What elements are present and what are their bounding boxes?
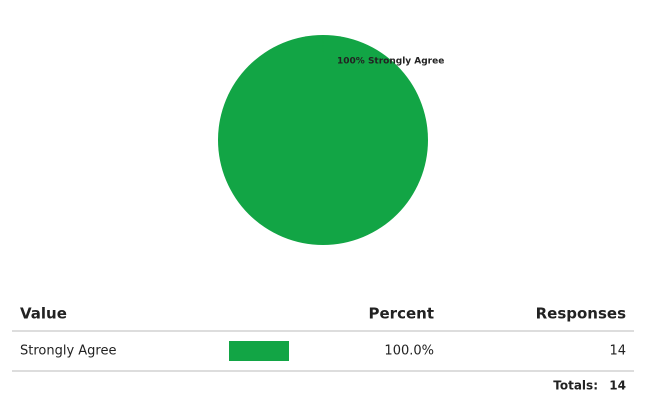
totals-value: 14: [609, 379, 626, 393]
pie-slice: [218, 35, 428, 245]
cell-value: Strongly Agree: [20, 344, 117, 359]
column-header: Responses: [536, 305, 626, 323]
column-header: Percent: [369, 305, 434, 323]
column-header: Value: [20, 305, 67, 323]
cell-responses: 14: [609, 344, 626, 359]
leader-line: [322, 34, 330, 61]
cell-percent: 100.0%: [384, 344, 434, 359]
percent-bar: [229, 341, 289, 361]
totals-label: Totals:: [553, 379, 598, 393]
data-label: 100% Strongly Agree: [337, 57, 444, 67]
